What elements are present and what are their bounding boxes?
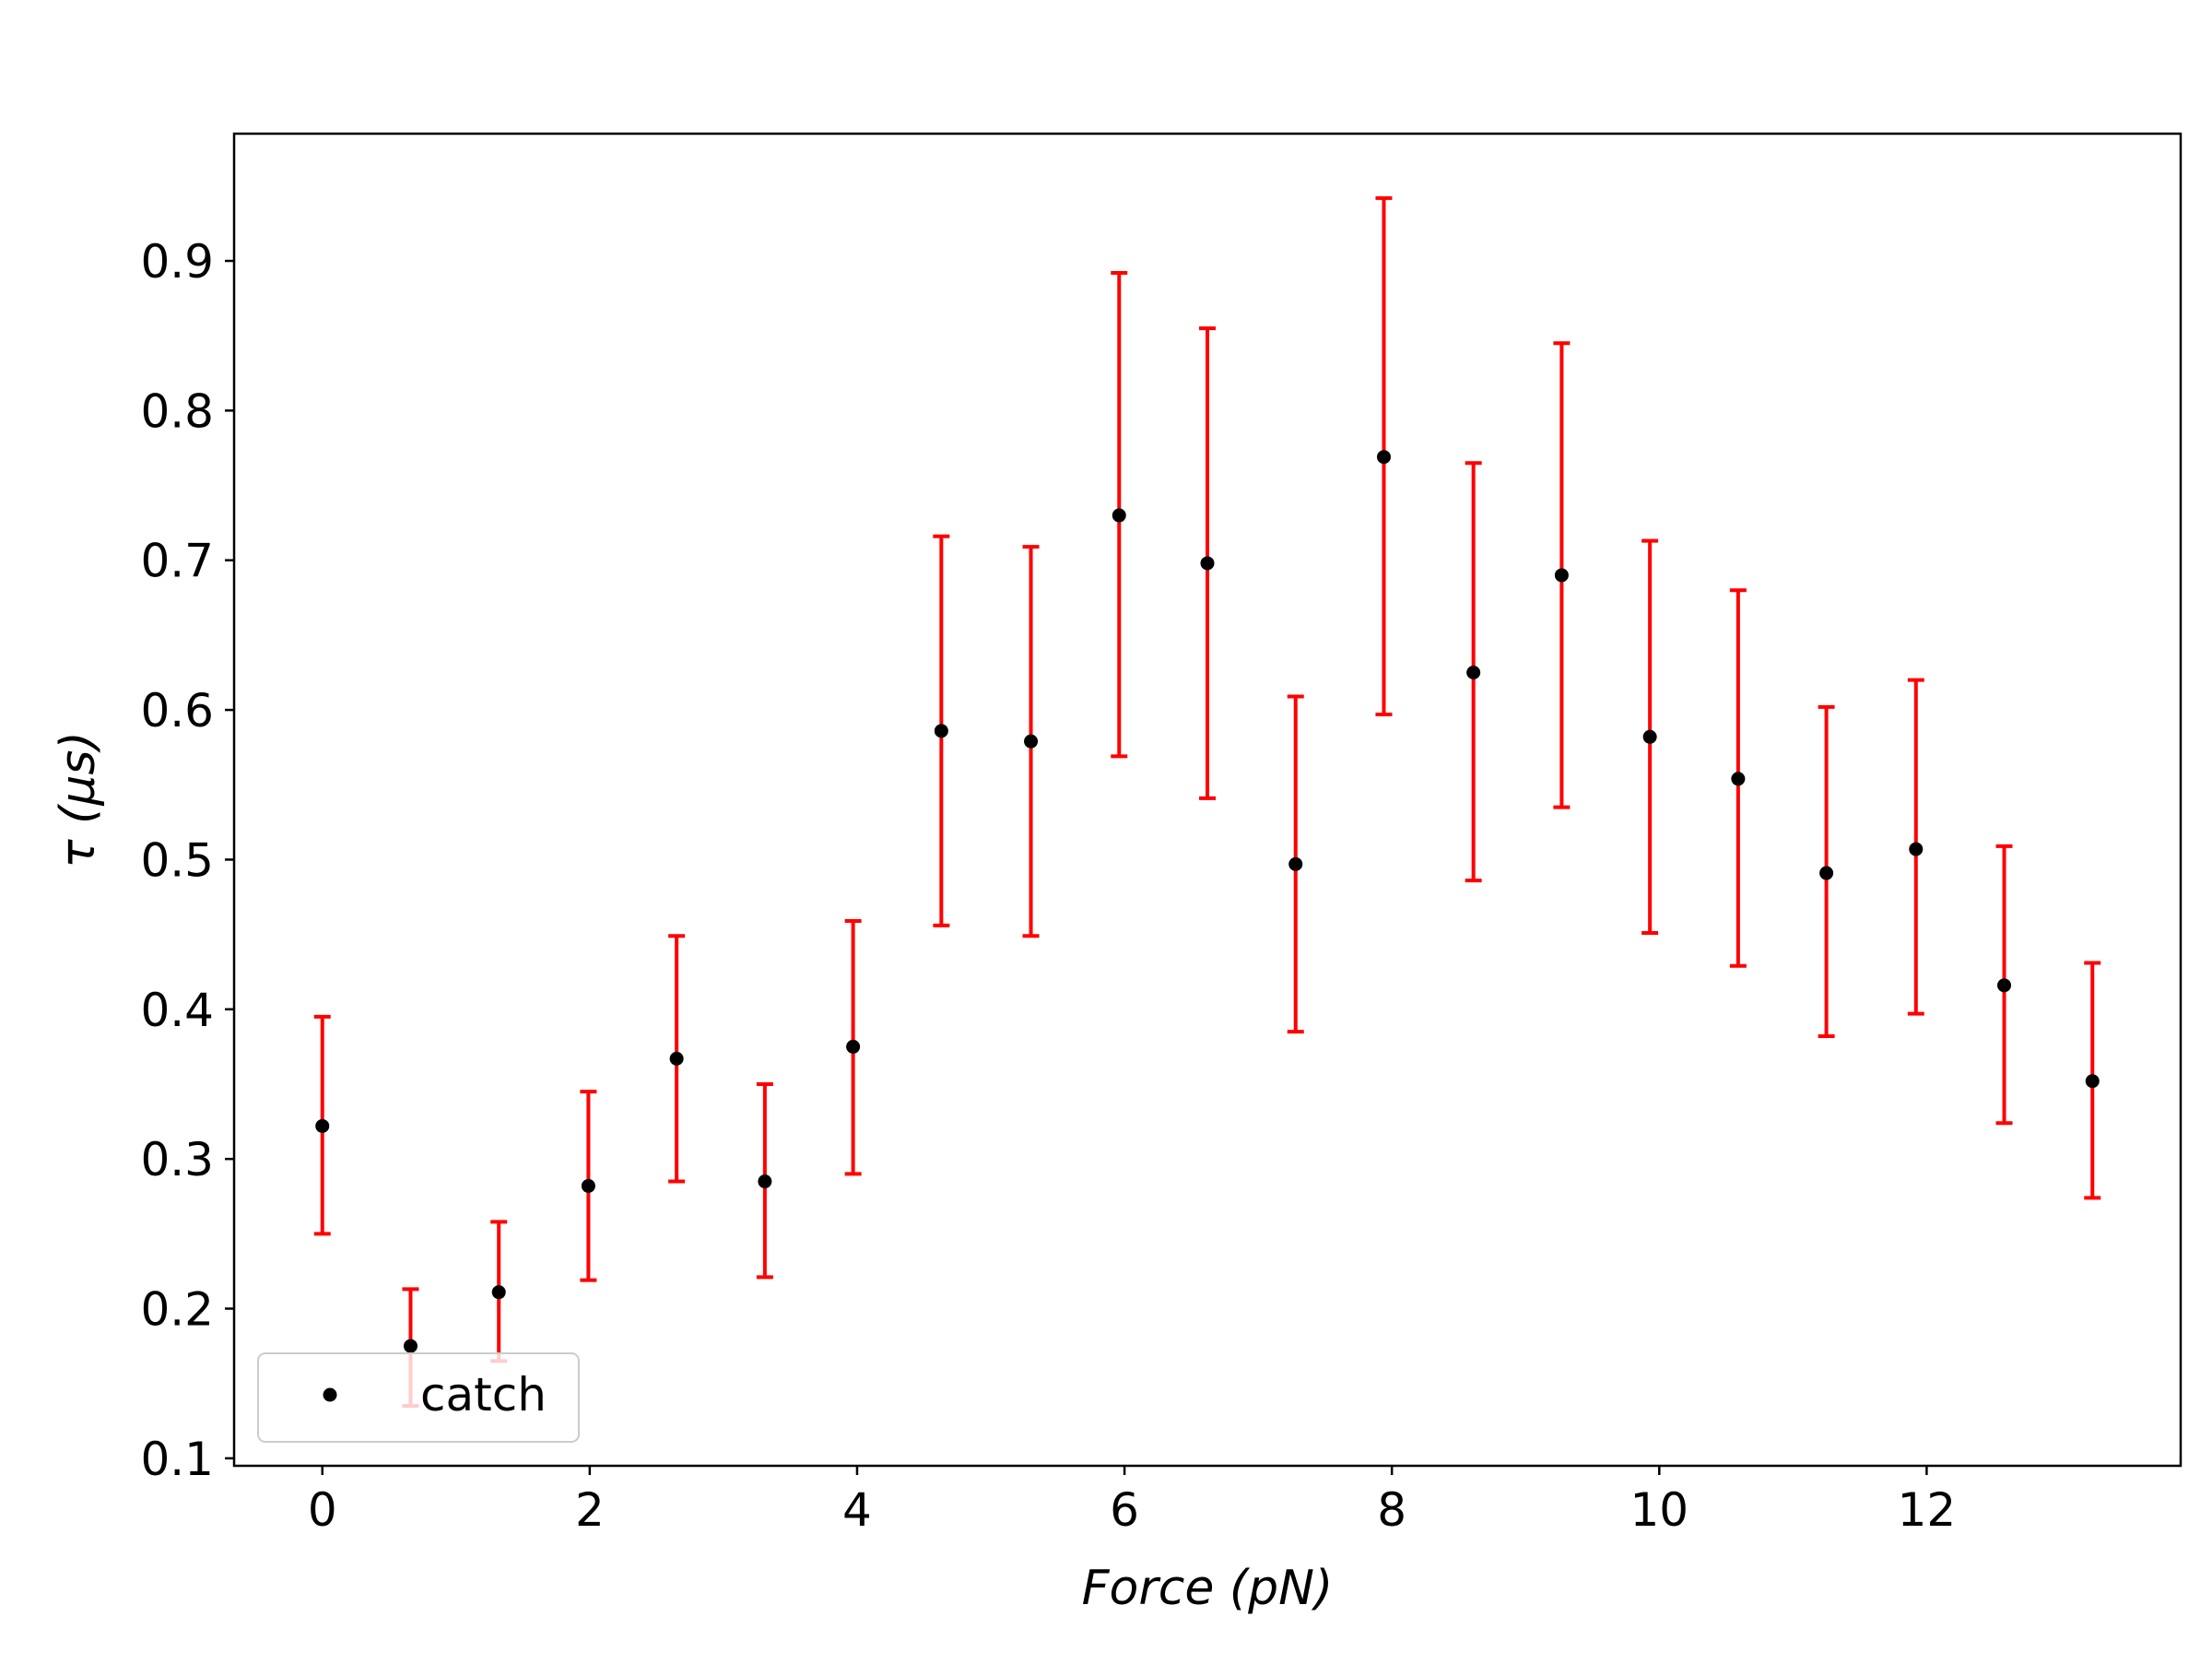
data-point-15	[1642, 729, 1657, 744]
plot-frame	[232, 132, 2183, 1468]
x-tick-label: 12	[1898, 1483, 1957, 1537]
x-axis-ticks: 0 2 4 6 8 10 12	[308, 1466, 1956, 1537]
y-tick-label: 0.2	[140, 1283, 214, 1337]
legend-label-catch: catch	[420, 1368, 547, 1422]
x-axis-title: Force (pN)	[1082, 1561, 1334, 1616]
data-point-11	[1288, 856, 1303, 871]
legend-box	[257, 1352, 580, 1443]
y-tick-label: 0.5	[140, 833, 214, 887]
y-tick-label: 0.7	[140, 535, 214, 588]
data-point-1	[403, 1339, 418, 1353]
legend-marker-catch	[323, 1387, 337, 1402]
data-point-16	[1731, 772, 1746, 786]
data-point-3	[581, 1178, 595, 1193]
data-point-12	[1376, 450, 1391, 465]
data-point-18	[1909, 842, 1924, 856]
y-axis-title: τ (μs)	[51, 731, 106, 868]
legend: catch	[257, 1352, 580, 1443]
x-tick-label: 8	[1377, 1483, 1406, 1537]
data-point-0	[315, 1118, 330, 1133]
data-point-13	[1466, 665, 1481, 679]
data-point-19	[1997, 978, 2012, 993]
data-points	[315, 450, 2100, 1353]
data-point-14	[1554, 568, 1569, 583]
data-point-17	[1819, 866, 1834, 880]
y-tick-label: 0.9	[140, 235, 214, 289]
y-tick-label: 0.6	[140, 684, 214, 738]
data-point-7	[934, 724, 948, 738]
data-point-20	[2085, 1074, 2100, 1089]
y-tick-label: 0.8	[140, 384, 214, 438]
data-point-9	[1112, 508, 1126, 523]
data-point-4	[669, 1051, 684, 1066]
y-tick-label: 0.1	[140, 1433, 214, 1486]
y-tick-label: 0.4	[140, 984, 214, 1037]
data-point-10	[1200, 556, 1215, 571]
x-tick-label: 10	[1630, 1483, 1688, 1537]
data-point-5	[758, 1174, 772, 1189]
x-tick-label: 2	[575, 1483, 605, 1537]
y-axis-ticks: 0.1 0.2 0.3 0.4 0.5 0.6 0.7 0.8 0.9	[140, 235, 234, 1486]
data-point-2	[491, 1285, 506, 1300]
x-tick-label: 0	[308, 1483, 337, 1537]
x-tick-label: 4	[842, 1483, 872, 1537]
data-point-8	[1024, 734, 1039, 749]
x-tick-label: 6	[1110, 1483, 1139, 1537]
y-tick-label: 0.3	[140, 1133, 214, 1186]
data-point-6	[846, 1039, 861, 1054]
